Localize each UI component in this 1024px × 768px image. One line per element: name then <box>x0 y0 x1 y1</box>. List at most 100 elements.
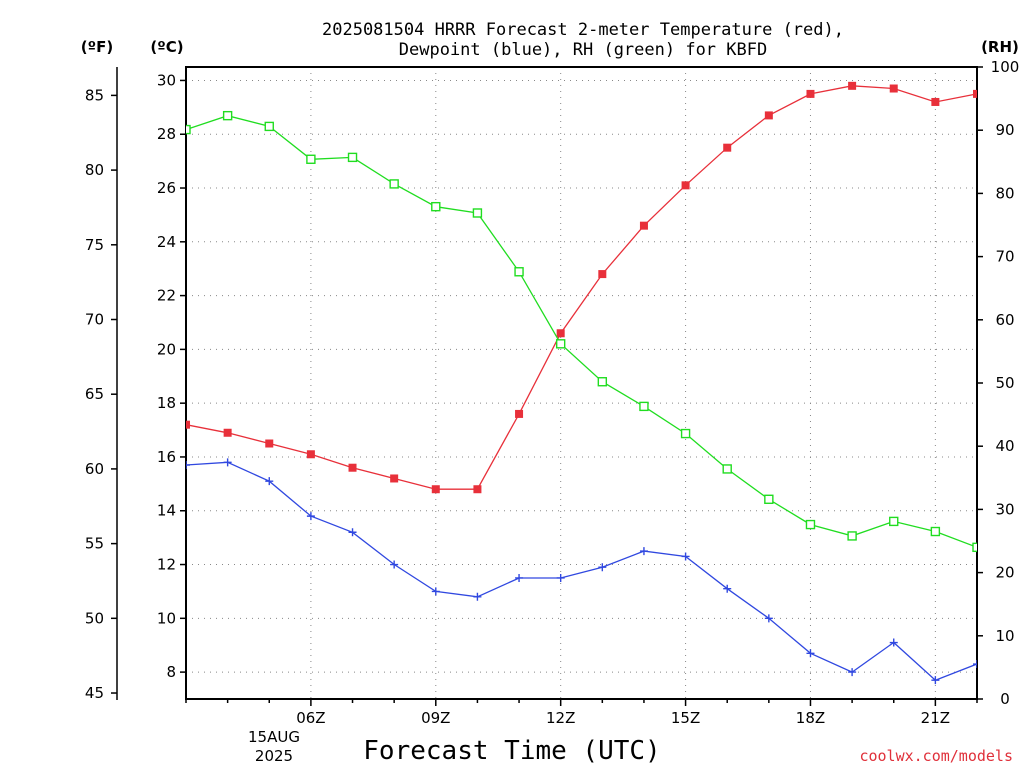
series-0-point-2 <box>265 439 274 448</box>
fahrenheit-axis: 45 50 55 60 65 70 75 80 85 <box>85 67 118 702</box>
series-2-point-17 <box>889 516 899 527</box>
series-1-point-5 <box>390 560 399 569</box>
series-2-point-10 <box>597 377 608 387</box>
series-0-point-12 <box>681 181 690 190</box>
series-1-point-16 <box>848 668 857 677</box>
series-2-point-6 <box>431 201 441 212</box>
rh-tick-label-9: 90 <box>995 121 1014 139</box>
celsius-axis: 8 10 12 14 16 18 20 22 24 26 28 30 <box>157 71 186 681</box>
series-2-point-9 <box>555 339 566 349</box>
celsius-tick-label-2: 12 <box>157 556 176 574</box>
series-0-point-19 <box>973 89 977 98</box>
series-2 <box>186 110 977 553</box>
celsius-tick-label-8: 24 <box>157 233 176 251</box>
series-1-point-4 <box>348 528 357 537</box>
series-1-point-14 <box>764 614 773 623</box>
series-2-point-14 <box>764 494 774 504</box>
series-0-point-1 <box>223 428 232 437</box>
celsius-tick-label-6: 20 <box>157 340 176 358</box>
series-2-point-18 <box>930 526 941 537</box>
series-1-point-1 <box>223 458 232 467</box>
time-tick-label-4: 18Z <box>796 709 825 727</box>
rh-tick-label-3: 30 <box>995 500 1014 518</box>
time-tick-label-0: 06Z <box>296 709 325 727</box>
series-1-point-6 <box>431 587 440 596</box>
series-1-point-8 <box>515 573 524 582</box>
series-0-point-13 <box>723 143 732 152</box>
fahrenheit-tick-label-7: 80 <box>85 161 104 179</box>
series-1-point-18 <box>931 676 940 685</box>
celsius-unit-label: (ºC) <box>150 38 183 56</box>
series-0-point-14 <box>764 111 773 120</box>
fahrenheit-unit-label: (ºF) <box>81 38 113 56</box>
series-1 <box>186 458 977 685</box>
celsius-tick-label-4: 16 <box>157 448 176 466</box>
fahrenheit-tick-label-0: 45 <box>85 684 104 702</box>
series-0-point-11 <box>639 221 648 230</box>
celsius-tick-label-10: 28 <box>157 125 176 143</box>
rh-tick-label-5: 50 <box>995 374 1014 392</box>
series-1-point-15 <box>806 649 815 658</box>
series-2-point-15 <box>805 519 816 530</box>
series-1-point-2 <box>265 477 274 486</box>
rh-tick-label-4: 40 <box>995 437 1014 455</box>
series-1-point-17 <box>889 638 898 647</box>
plot-frame <box>185 66 978 700</box>
series-2-point-1 <box>222 110 233 121</box>
fahrenheit-tick-label-3: 60 <box>85 460 104 478</box>
series-0-point-4 <box>348 463 357 472</box>
series-0-point-0 <box>186 420 190 429</box>
series-0-point-10 <box>598 270 607 279</box>
series-2-point-3 <box>306 154 316 164</box>
series-line-0 <box>186 85 977 490</box>
time-tick-label-2: 12Z <box>546 709 575 727</box>
rh-unit-label: (RH) <box>981 38 1019 56</box>
rh-axis: 0 10 20 30 40 50 60 70 80 90 100 <box>977 58 1019 708</box>
rh-tick-label-8: 80 <box>995 184 1014 202</box>
series-0-point-5 <box>390 474 399 483</box>
series-1-point-0 <box>186 461 190 470</box>
fahrenheit-tick-label-2: 55 <box>85 535 104 553</box>
rh-tick-label-10: 100 <box>991 58 1020 76</box>
rh-tick-label-1: 10 <box>995 627 1014 645</box>
series-0-point-3 <box>306 450 315 459</box>
series-2-point-12 <box>680 428 691 439</box>
rh-tick-label-6: 60 <box>995 311 1014 329</box>
time-tick-label-5: 21Z <box>921 709 950 727</box>
series-2-point-4 <box>347 152 358 163</box>
series-0-point-15 <box>806 89 815 98</box>
celsius-tick-label-9: 26 <box>157 179 176 197</box>
rh-tick-label-0: 0 <box>1000 690 1010 708</box>
series-2-point-19 <box>972 542 977 553</box>
celsius-tick-label-7: 22 <box>157 287 176 305</box>
series-1-point-10 <box>598 563 607 572</box>
celsius-tick-label-1: 10 <box>157 609 176 627</box>
series-1-point-3 <box>306 512 315 521</box>
date-label-year: 2025 <box>255 747 293 765</box>
fahrenheit-tick-label-6: 75 <box>85 236 104 254</box>
celsius-tick-label-3: 14 <box>157 502 176 520</box>
series-0-point-16 <box>848 81 857 90</box>
series-1-point-11 <box>639 547 648 556</box>
x-axis-title: Forecast Time (UTC) <box>363 736 660 766</box>
fahrenheit-tick-label-4: 65 <box>85 385 104 403</box>
series-1-point-9 <box>556 573 565 582</box>
date-label-day: 15AUG <box>248 728 300 746</box>
fahrenheit-tick-label-8: 85 <box>85 86 104 104</box>
series-2-point-5 <box>389 179 399 189</box>
series-0-point-9 <box>556 329 565 338</box>
series-0 <box>186 81 977 494</box>
rh-tick-label-7: 70 <box>995 248 1014 266</box>
series-line-2 <box>186 115 977 548</box>
series-2-point-16 <box>847 531 857 541</box>
celsius-tick-label-11: 30 <box>157 71 176 89</box>
series-1-point-13 <box>723 584 732 593</box>
series-2-point-2 <box>264 121 274 132</box>
fahrenheit-tick-label-1: 50 <box>85 609 104 627</box>
chart-title-line-2: Dewpoint (blue), RH (green) for KBFD <box>399 40 767 60</box>
series-2-point-0 <box>186 124 191 135</box>
series-line-1 <box>186 461 977 681</box>
series-0-point-17 <box>889 84 898 93</box>
series-0-point-8 <box>515 409 524 418</box>
